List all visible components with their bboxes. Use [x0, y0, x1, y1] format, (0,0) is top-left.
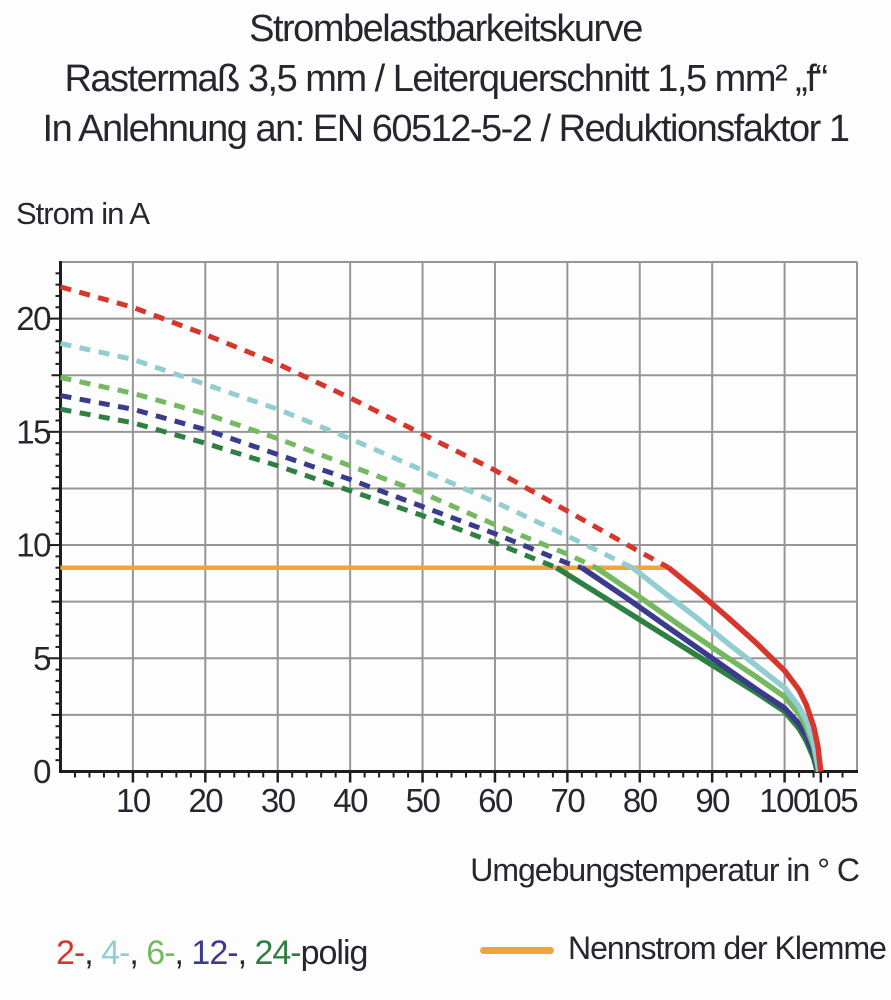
- legend-pole-part: ,: [174, 934, 192, 972]
- curve-dashed-12-polig: [60, 393, 583, 571]
- x-tick-label: 50: [406, 782, 441, 819]
- title-line-1: Strombelastbarkeitskurve: [249, 8, 643, 50]
- y-axis-title: Strom in A: [16, 196, 150, 231]
- curve-solid-24-polig: [555, 565, 820, 773]
- y-tick-label: 0: [33, 753, 51, 790]
- x-tick-label: 40: [333, 782, 368, 819]
- legend-pole-part: 24-: [254, 934, 301, 972]
- legend-pole-part: polig: [300, 934, 369, 972]
- x-tick-label: 105: [807, 782, 858, 819]
- legend-pole-counts: 2-, 4-, 6-, 12-, 24-polig: [56, 934, 369, 973]
- chart-title-block: Strombelastbarkeitskurve Rastermaß 3,5 m…: [0, 4, 891, 154]
- title-line-2: Rastermaß 3,5 mm / Leiterquerschnitt 1,5…: [64, 58, 828, 100]
- y-tick-label: 5: [33, 640, 50, 677]
- x-tick-label: 70: [551, 782, 586, 819]
- legend-nennstrom: Nennstrom der Klemme: [480, 930, 887, 967]
- legend-pole-part: 2-: [56, 934, 85, 972]
- legend-pole-part: ,: [129, 934, 147, 972]
- x-tick-label: 90: [695, 782, 730, 819]
- legend-pole-part: ,: [237, 934, 255, 972]
- legend-pole-part: ,: [84, 934, 102, 972]
- x-tick-label: 80: [623, 782, 658, 819]
- legend-pole-part: 12-: [191, 934, 238, 972]
- curve-solid-12-polig: [580, 565, 821, 773]
- title-line-3: In Anlehnung an: EN 60512-5-2 / Reduktio…: [42, 108, 850, 150]
- x-tick-label: 100: [759, 782, 811, 819]
- curve-dashed-2-polig: [59, 284, 670, 570]
- y-tick-label: 15: [16, 413, 50, 450]
- y-tick-label: 10: [16, 527, 51, 564]
- x-tick-label: 20: [188, 782, 223, 819]
- y-tick-label: 20: [16, 300, 51, 337]
- x-tick-label: 60: [478, 782, 513, 819]
- curve-dashed-24-polig: [60, 406, 558, 571]
- x-tick-label: 30: [261, 782, 296, 819]
- nennstrom-label: Nennstrom der Klemme: [568, 930, 887, 966]
- legend-pole-part: 4-: [101, 934, 130, 972]
- curve-solid-2-polig: [666, 565, 824, 772]
- curve-solid-4-polig: [630, 565, 822, 773]
- curve-dashed-4-polig: [59, 341, 634, 570]
- nennstrom-line-swatch: [480, 947, 554, 954]
- legend-pole-part: 6-: [146, 934, 175, 972]
- curve-dashed-6-polig: [59, 375, 598, 570]
- x-axis-title: Umgebungstemperatur in ° C: [470, 852, 860, 888]
- x-tick-label: 10: [116, 782, 151, 819]
